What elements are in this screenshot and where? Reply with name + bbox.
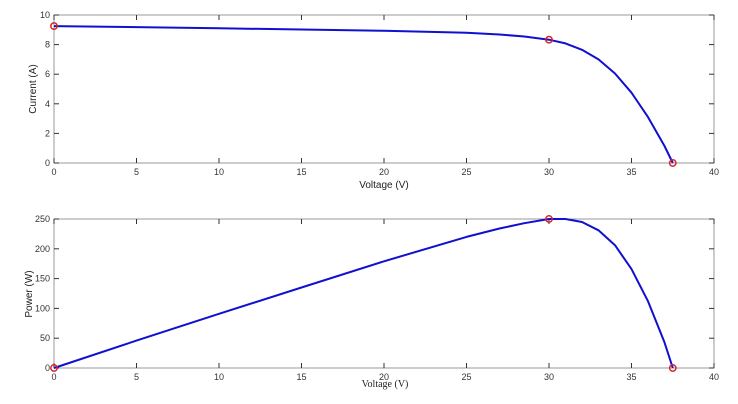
pv-x-tick-label: 0: [51, 372, 56, 382]
iv-x-tick-label: 25: [461, 167, 471, 177]
iv-x-axis-label: Voltage (V): [359, 180, 408, 191]
iv-x-tick-label: 0: [51, 167, 56, 177]
pv-y-tick-label: 0: [45, 363, 50, 373]
pv-y-tick-label: 50: [40, 333, 50, 343]
iv-y-tick-label: 4: [45, 99, 50, 109]
pv-series-line: [53, 218, 674, 369]
pv-y-tick-label: 250: [35, 214, 50, 224]
pv-marker-point: [50, 364, 58, 372]
iv-x-ticks: 0 5 10 15 20 25 30 35 40: [51, 15, 719, 177]
iv-y-tick-label: 10: [40, 10, 50, 20]
iv-x-tick-label: 5: [134, 167, 139, 177]
pv-x-tick-label: 20: [379, 372, 389, 382]
iv-y-tick-label: 8: [45, 40, 50, 50]
pv-chart: 0 5 10 15 20 25 30 35 40 0 50 100 150 200 250 Voltage…: [24, 214, 719, 390]
iv-y-tick-label: 0: [45, 158, 50, 168]
iv-x-tick-label: 10: [214, 167, 224, 177]
pv-x-tick-label: 5: [134, 372, 139, 382]
iv-x-tick-label: 40: [709, 167, 719, 177]
iv-curve: [53, 25, 674, 164]
pv-marker-point: [668, 364, 677, 372]
iv-x-tick-label: 15: [296, 167, 306, 177]
pv-y-ticks: 0 50 100 150 200 250: [35, 214, 714, 373]
iv-marker-point: [668, 159, 677, 167]
iv-plot-area: [53, 14, 715, 164]
iv-x-tick-label: 35: [626, 167, 636, 177]
pv-x-tick-label: 25: [461, 372, 471, 382]
pv-y-axis-label: Power (W): [24, 270, 35, 317]
pv-y-tick-label: 100: [35, 303, 50, 313]
iv-y-axis-label: Current (A): [28, 64, 39, 113]
iv-y-ticks: 0 2 4 6 8 10: [40, 10, 714, 168]
pv-y-tick-label: 200: [35, 244, 50, 254]
pv-markers: [50, 215, 677, 372]
iv-chart: 0 5 10 15 20 25 30 35 40 0 2 4 6 8 10 Voltage (V) Cur…: [28, 10, 719, 191]
pv-x-axis-label: Voltage (V): [362, 379, 409, 390]
pv-x-tick-label: 30: [544, 372, 554, 382]
iv-y-tick-label: 2: [45, 128, 50, 138]
iv-markers: [50, 22, 677, 167]
iv-x-tick-label: 20: [379, 167, 389, 177]
pv-marker-point: [545, 215, 553, 223]
pv-x-ticks: 0 5 10 15 20 25 30 35 40: [51, 219, 719, 382]
iv-y-tick-label: 6: [45, 69, 50, 79]
pv-x-tick-label: 15: [296, 372, 306, 382]
iv-series-line: [53, 25, 674, 164]
iv-marker-point: [545, 35, 553, 44]
pv-x-tick-label: 10: [214, 372, 224, 382]
pv-x-tick-label: 40: [709, 372, 719, 382]
pv-curve: [53, 218, 674, 369]
iv-x-tick-label: 30: [544, 167, 554, 177]
pv-y-tick-label: 150: [35, 274, 50, 284]
pv-x-tick-label: 35: [626, 372, 636, 382]
pv-plot-area: [53, 218, 715, 369]
iv-marker-point: [50, 22, 58, 31]
